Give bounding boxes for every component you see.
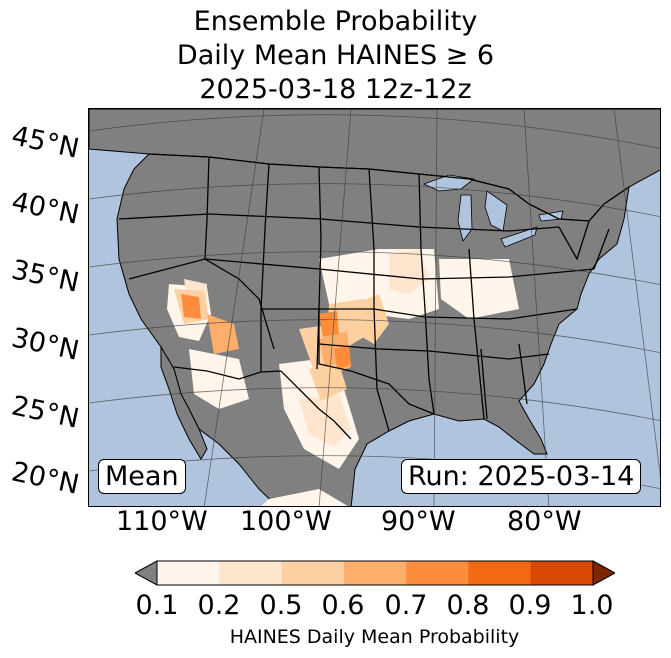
parallel-40: [89, 183, 660, 218]
lon-label-80: 80°W: [507, 506, 582, 537]
lon-label-110: 110°W: [116, 506, 208, 537]
border-northeast: [558, 220, 610, 270]
state-borders: [118, 153, 630, 440]
lake-erie: [500, 226, 538, 248]
map-canvas: [89, 109, 660, 506]
colorbar-bin: [281, 561, 345, 585]
meridian-100: [318, 109, 352, 506]
lat-label-20: 20°N: [8, 456, 82, 501]
meridian-70: [613, 109, 660, 477]
map-panel: [88, 108, 661, 507]
colorbar-tick-5: 0.8: [446, 590, 490, 621]
baja-peninsula: [160, 345, 208, 460]
lat-label-45: 45°N: [8, 120, 82, 165]
colorbar-tick-7: 1.0: [570, 590, 614, 621]
lake-huron: [484, 190, 508, 232]
lat-label-40: 40°N: [8, 186, 82, 231]
border-h1: [118, 213, 560, 232]
stat-badge: Mean: [98, 459, 186, 494]
lat-label-35: 35°N: [8, 254, 82, 299]
border-h3: [261, 308, 578, 320]
colorbar: [135, 560, 615, 586]
parallel-30: [89, 319, 660, 354]
colorbar-bin: [343, 561, 407, 585]
colorbar-under-arrow: [135, 560, 158, 586]
probability-area: [299, 394, 351, 447]
probability-area: [261, 489, 348, 506]
probability-area: [207, 314, 239, 354]
meridian-80: [523, 109, 550, 506]
colorbar-label: HAINES Daily Mean Probability: [229, 626, 520, 648]
border-west-2: [260, 163, 270, 372]
us-mexico-border: [173, 366, 352, 440]
lat-label-25: 25°N: [8, 390, 82, 435]
probability-area: [439, 259, 519, 319]
colorbar-outline: [156, 560, 594, 586]
border-texas: [318, 309, 435, 415]
probability-area: [309, 364, 347, 401]
probability-area: [181, 294, 201, 319]
title-line-1: Ensemble Probability: [193, 6, 478, 37]
colorbar-over-arrow: [592, 560, 615, 586]
probability-area: [334, 345, 351, 369]
colorbar-tick-3: 0.6: [321, 590, 365, 621]
colorbar-bins: [157, 561, 594, 585]
run-date-badge: Run: 2025-03-14: [401, 459, 642, 494]
border-mountain: [316, 166, 322, 370]
probability-area: [189, 349, 249, 409]
border-southeast: [480, 343, 528, 420]
colorbar-bin: [157, 561, 220, 585]
lon-label-90: 90°W: [381, 506, 456, 537]
border-h4: [318, 343, 550, 360]
probability-area: [354, 294, 389, 344]
colorbar-bin: [406, 561, 469, 585]
colorbar-bin: [468, 561, 532, 585]
parallel-35: [89, 251, 660, 286]
colorbar-bin: [530, 561, 594, 585]
colorbar-tick-6: 0.9: [508, 590, 552, 621]
border-h2: [128, 258, 595, 280]
parallel-45: [89, 114, 660, 150]
title-line-3: 2025-03-18 12z-12z: [199, 74, 472, 105]
probability-area: [389, 249, 429, 294]
colorbar-tick-1: 0.2: [197, 590, 241, 621]
colorbar-tick-0: 0.1: [135, 590, 179, 621]
meridian-110: [203, 109, 265, 506]
colorbar-tick-4: 0.7: [384, 590, 428, 621]
colorbar-bin: [219, 561, 283, 585]
lat-label-30: 30°N: [8, 322, 82, 367]
lon-label-100: 100°W: [240, 506, 332, 537]
meridian-90: [433, 109, 438, 506]
probability-shading: [167, 249, 519, 506]
parallel-25: [89, 387, 660, 422]
colorbar-tick-2: 0.5: [259, 590, 303, 621]
title-line-2: Daily Mean HAINES ≥ 6: [176, 40, 495, 71]
border-east: [468, 248, 485, 420]
